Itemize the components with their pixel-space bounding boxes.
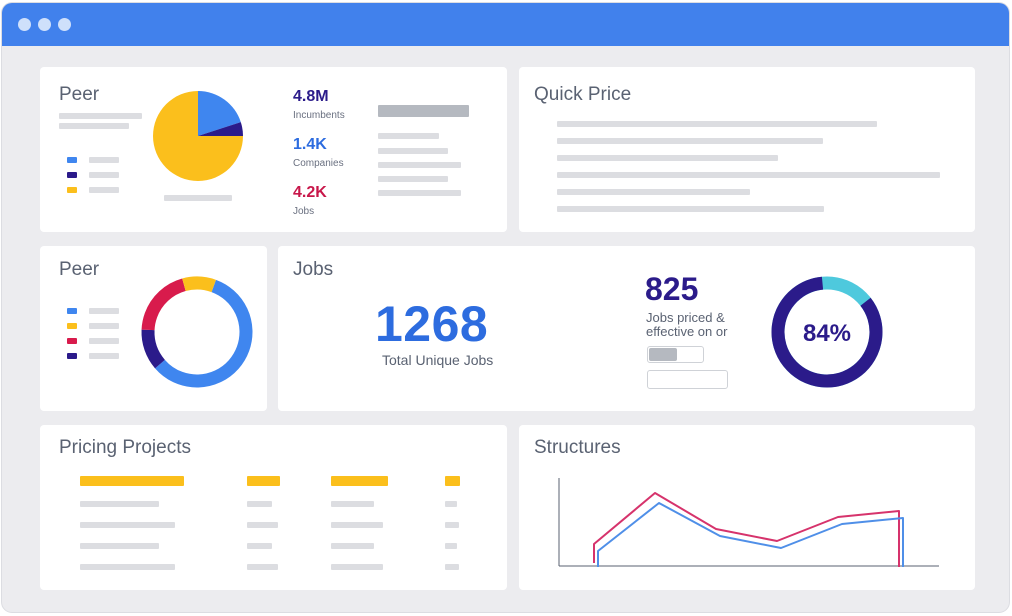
total-jobs-label: Total Unique Jobs [382, 352, 494, 368]
column-header-bar [80, 476, 184, 486]
placeholder-cell [331, 564, 383, 570]
placeholder-line [378, 148, 448, 154]
pie-slice[interactable] [198, 91, 241, 136]
column-header-bar [445, 476, 460, 486]
placeholder-cell [445, 522, 459, 528]
placeholder-cell [247, 543, 272, 549]
card-title: Structures [534, 437, 621, 458]
placeholder-cell [247, 564, 278, 570]
legend-swatch [67, 187, 77, 193]
legend-label-placeholder [89, 187, 119, 193]
placeholder-cell [80, 501, 159, 507]
donut-segment[interactable] [139, 274, 255, 390]
pie-slice[interactable] [153, 91, 243, 181]
peer-card[interactable]: Peer 4.8M Incumbents 1.4K Companies 4.2K… [40, 67, 507, 232]
stat-incumbents-value: 4.8M [293, 88, 329, 105]
legend-label-placeholder [89, 172, 119, 178]
placeholder-line [557, 121, 877, 127]
stat-incumbents-label: Incumbents [293, 110, 345, 121]
app-window: Peer 4.8M Incumbents 1.4K Companies 4.2K… [2, 3, 1009, 612]
legend-swatch [67, 172, 77, 178]
date-input[interactable] [647, 370, 728, 389]
legend-label-placeholder [89, 308, 119, 314]
donut-chart[interactable] [139, 274, 255, 390]
stat-companies-label: Companies [293, 158, 344, 169]
placeholder-cell [445, 564, 459, 570]
stat-companies-value: 1.4K [293, 136, 327, 153]
legend-swatch [67, 308, 77, 314]
quick-price-card[interactable]: Quick Price [519, 67, 975, 232]
jobs-priced-value: 825 [645, 271, 699, 307]
donut-segment[interactable] [139, 274, 255, 390]
pricing-projects-card[interactable]: Pricing Projects [40, 425, 507, 590]
card-title: Quick Price [534, 84, 632, 105]
effective-toggle[interactable] [647, 346, 704, 363]
window-titlebar [2, 3, 1009, 46]
legend-swatch [67, 157, 77, 163]
placeholder-line [557, 172, 940, 178]
legend-swatch [67, 338, 77, 344]
placeholder-line [378, 133, 439, 139]
donut-segment[interactable] [139, 274, 255, 390]
legend-label-placeholder [89, 338, 119, 344]
toggle-fill [649, 348, 677, 361]
placeholder-line [378, 162, 461, 168]
gauge-percent-label: 84% [803, 320, 851, 347]
stat-jobs-value: 4.2K [293, 184, 327, 201]
total-jobs-value: 1268 [375, 296, 489, 352]
window-dot-icon[interactable] [18, 18, 31, 31]
legend-swatch [67, 323, 77, 329]
placeholder-line [378, 190, 461, 196]
placeholder-cell [445, 501, 457, 507]
placeholder-line [557, 155, 778, 161]
legend-label-placeholder [89, 157, 119, 163]
placeholder-line [557, 138, 823, 144]
placeholder-line [557, 189, 750, 195]
window-dot-icon[interactable] [38, 18, 51, 31]
stat-jobs-label: Jobs [293, 206, 315, 217]
placeholder-cell [331, 543, 374, 549]
card-title: Peer [59, 84, 100, 105]
gauge-arc [771, 276, 883, 388]
placeholder-cell [247, 522, 278, 528]
placeholder-cell [247, 501, 272, 507]
placeholder-cell [445, 543, 457, 549]
peer-donut-card[interactable]: Peer [40, 246, 267, 411]
placeholder-cell [80, 564, 175, 570]
percent-gauge: 84% [771, 276, 883, 388]
legend-label-placeholder [89, 323, 119, 329]
legend-swatch [67, 353, 77, 359]
window-dot-icon[interactable] [58, 18, 71, 31]
placeholder-cell [80, 543, 159, 549]
card-title: Pricing Projects [59, 437, 191, 458]
placeholder-line [378, 176, 448, 182]
placeholder-line [59, 113, 142, 119]
structures-line-chart[interactable] [519, 425, 975, 590]
placeholder-line [164, 195, 232, 201]
card-title: Jobs [293, 259, 334, 280]
column-header-bar [247, 476, 280, 486]
line-series[interactable] [593, 492, 900, 567]
placeholder-line [59, 123, 129, 129]
jobs-card[interactable]: Jobs 1268 Total Unique Jobs 825 Jobs pri… [278, 246, 975, 411]
card-title: Peer [59, 259, 100, 280]
line-series[interactable] [597, 502, 904, 567]
jobs-priced-label: Jobs priced & effective on or [646, 310, 728, 339]
pie-chart[interactable] [152, 90, 244, 182]
donut-segment[interactable] [139, 274, 255, 390]
structures-card[interactable]: Structures [519, 425, 975, 590]
placeholder-cell [331, 522, 383, 528]
pie-slice[interactable] [198, 122, 243, 136]
column-header-bar [331, 476, 388, 486]
placeholder-cell [80, 522, 175, 528]
placeholder-cell [331, 501, 374, 507]
legend-label-placeholder [89, 353, 119, 359]
placeholder-line [557, 206, 824, 212]
placeholder-heading [378, 105, 469, 117]
